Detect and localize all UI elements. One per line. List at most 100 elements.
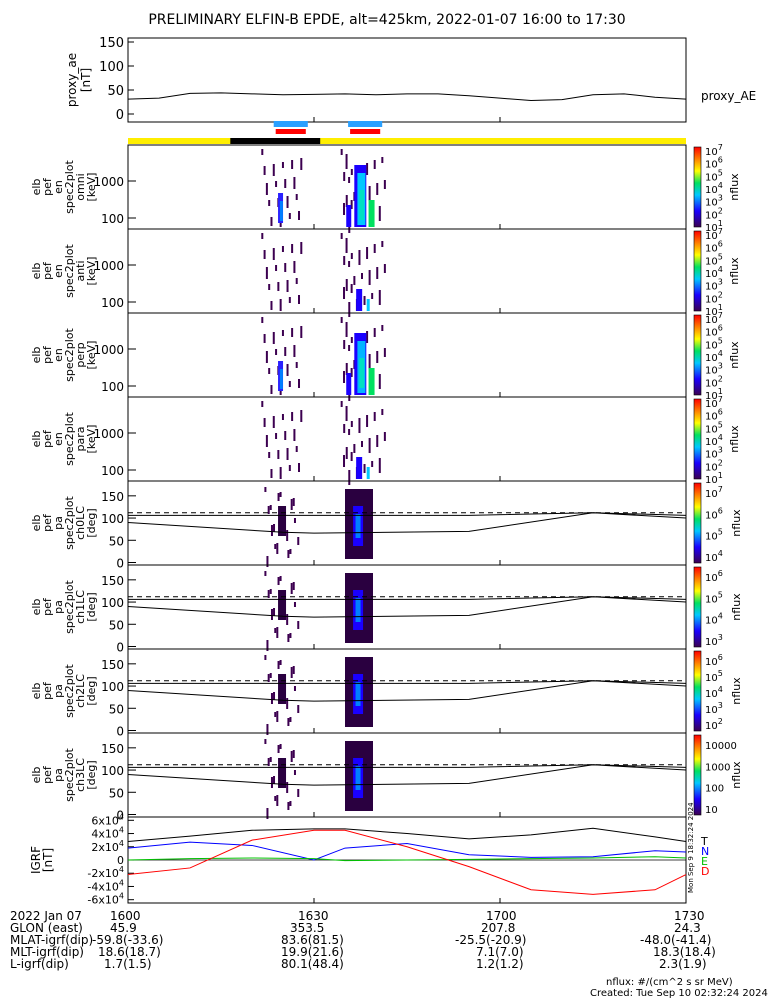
spec-cbar-tick-label: 105 xyxy=(705,420,723,435)
footer-val-2-2: 83.6(81.5) xyxy=(281,933,344,947)
ae-ytick-label: 0 xyxy=(116,108,124,123)
spec-ylabel: elb xyxy=(30,263,43,280)
pa-cbar-tick-label: 106 xyxy=(705,506,723,521)
pa-colorbar-0 xyxy=(693,482,702,564)
pa-cell xyxy=(286,614,289,625)
igrf-legend-E: E xyxy=(701,855,708,868)
spec-ylabel: elb xyxy=(30,431,43,448)
spec-cbar-tick-label: 102 xyxy=(705,290,723,305)
pa-colorbar-1 xyxy=(693,566,702,648)
footer-val-0-4: 1730 xyxy=(674,909,705,923)
spec-cell xyxy=(298,379,301,388)
spec-cell xyxy=(340,317,343,323)
spec-cell xyxy=(279,299,282,311)
pa-panel-frame-3 xyxy=(127,732,687,818)
spec-colorbar-1 xyxy=(693,230,702,312)
spec-cbar-tick-label: 104 xyxy=(705,181,723,196)
pa-cell xyxy=(292,498,295,506)
spec-cell xyxy=(343,172,346,181)
pa-cell xyxy=(267,758,270,766)
pa-ylabel: [deg] xyxy=(85,760,98,789)
spec-ylabel: pef xyxy=(41,429,54,448)
spec-cell xyxy=(373,328,376,337)
pa-cbar-tick-label: 10 xyxy=(705,805,718,816)
pa-ylabel: ch0LC xyxy=(74,506,87,540)
spec-cell xyxy=(284,431,287,440)
spec-ylabel: pef xyxy=(41,261,54,280)
pa-cell xyxy=(273,524,276,532)
spec-ylabel: pef xyxy=(41,177,54,196)
pa-cell xyxy=(290,499,293,510)
footer-row-label-2: MLAT-igrf(dip) xyxy=(10,933,94,947)
pa-cbar-tick-label: 105 xyxy=(705,590,723,605)
spec-cell xyxy=(378,206,381,221)
spec-cell xyxy=(293,261,296,273)
spec-cell xyxy=(291,160,294,169)
pa-ylabel: elb xyxy=(30,599,43,616)
spec-cell xyxy=(265,351,268,363)
spec-colorbar-2 xyxy=(693,314,702,396)
spec-cell xyxy=(345,406,348,421)
pa-cbar-tick-label: 104 xyxy=(705,612,723,627)
pa-cell xyxy=(290,751,293,762)
spec-ytick-label: 100 xyxy=(101,296,124,310)
pa-cell xyxy=(274,628,277,633)
pa-cell xyxy=(297,789,300,797)
spec-ylabel: en xyxy=(52,348,65,362)
spec-ylabel: elb xyxy=(30,179,43,196)
pa-cell xyxy=(269,505,272,510)
pa-ytick-label: 0 xyxy=(116,725,124,739)
spec-cell xyxy=(286,280,289,292)
spec-panel-frame-0 xyxy=(127,144,687,230)
pa-cell xyxy=(266,640,269,651)
pa-cell xyxy=(270,525,273,536)
pa-ylabel: ch2LC xyxy=(74,674,87,708)
spec-ylabel: [keV] xyxy=(85,257,98,286)
spec-ylabel: [keV] xyxy=(85,341,98,370)
spec-cell xyxy=(295,362,298,368)
pa-cell xyxy=(270,777,273,788)
spec-cbar-tick-label: 101 xyxy=(705,219,723,234)
footer-row-label-3: MLT-igrf(dip) xyxy=(10,945,84,959)
spec-cell xyxy=(381,325,384,331)
pa-cbar-tick-label: 103 xyxy=(705,633,723,648)
footer-row-label-4: L-igrf(dip) xyxy=(10,957,69,971)
pa-cell xyxy=(290,583,293,594)
spec-cell xyxy=(383,180,386,189)
spec-cell xyxy=(270,301,273,310)
igrf-ytick-label: 4x104 xyxy=(91,826,124,841)
pa-cbar-tick-label: 106 xyxy=(705,653,723,668)
spec-cell xyxy=(376,267,379,279)
pa-cell xyxy=(297,705,300,713)
spec-cbar-tick-label: 101 xyxy=(705,471,723,486)
ae-series-line xyxy=(127,92,687,102)
spec-cell xyxy=(353,444,356,453)
spec-ylabel: anti xyxy=(74,260,87,281)
pa-colorbar-3 xyxy=(693,734,702,816)
pa-heatmap-3 xyxy=(264,739,373,819)
spec-cell xyxy=(263,418,266,427)
spec-cbar-tick-label: 103 xyxy=(705,278,723,293)
igrf-ytick-label: 2x104 xyxy=(91,839,124,854)
pa-cell xyxy=(277,661,280,669)
spec-cell xyxy=(265,435,268,447)
spec-cell xyxy=(373,412,376,421)
spec-cell xyxy=(345,195,348,207)
pa-cell xyxy=(289,549,292,554)
spec-cell xyxy=(350,169,353,175)
sci-zone-blue-bar xyxy=(348,121,383,127)
spec-cell xyxy=(358,250,361,265)
sci-zone-blue-bar xyxy=(273,121,308,127)
pa-cell xyxy=(297,621,300,629)
spec-ylabel: elb xyxy=(30,347,43,364)
ae-panel-frame xyxy=(127,37,687,123)
spec-cell xyxy=(281,246,284,252)
spec-cell xyxy=(293,177,296,189)
spec-cell xyxy=(263,334,266,343)
pa-lower-line xyxy=(127,680,687,702)
spec-cell xyxy=(359,358,365,388)
spec-cbar-tick-label: 103 xyxy=(705,362,723,377)
pa-cell xyxy=(264,487,267,492)
spec-cell xyxy=(281,162,284,168)
igrf-series-E xyxy=(127,856,687,862)
